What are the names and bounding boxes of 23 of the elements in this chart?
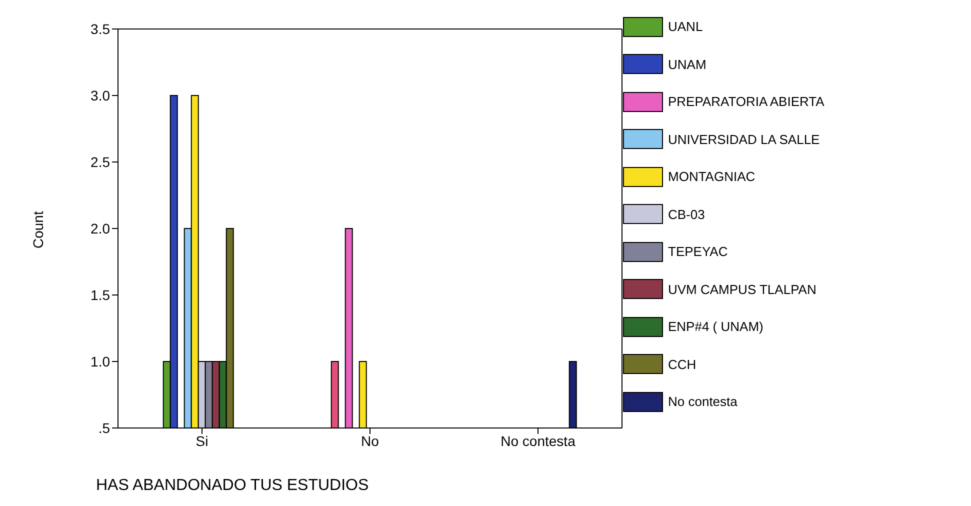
y-tick-label: 2.5: [90, 154, 110, 170]
y-tick-label: 3.0: [90, 87, 110, 104]
y-tick-label: 2.0: [90, 220, 110, 236]
y-tick-label: 3.5: [90, 20, 110, 37]
legend-label: UNIVERSIDAD LA SALLE: [668, 132, 820, 147]
legend-label: MONTAGNIAC: [668, 169, 756, 184]
legend-label: CB-03: [668, 206, 705, 222]
y-tick-label: .5: [98, 420, 110, 436]
legend-label: UVM CAMPUS TLALPAN: [668, 282, 816, 297]
legend-label: UNAM: [668, 56, 706, 72]
y-tick-label: 1.5: [90, 286, 110, 303]
legend-label: UANL: [668, 19, 703, 34]
legend-label: No contesta: [668, 394, 738, 410]
x-tick-label: Si: [196, 432, 208, 449]
y-tick-label: 1.0: [90, 353, 110, 370]
y-axis-title: Count: [30, 211, 46, 248]
legend-label: PREPARATORIA ABIERTA: [668, 94, 824, 110]
legend-label: CCH: [668, 356, 696, 372]
legend-label: TEPEYAC: [668, 244, 728, 260]
x-axis-title: HAS ABANDONADO TUS ESTUDIOS: [96, 477, 369, 494]
x-tick-label: No: [361, 432, 380, 449]
x-tick-label: No contesta: [500, 432, 576, 449]
legend-label: ENP#4 ( UNAM): [668, 319, 764, 334]
